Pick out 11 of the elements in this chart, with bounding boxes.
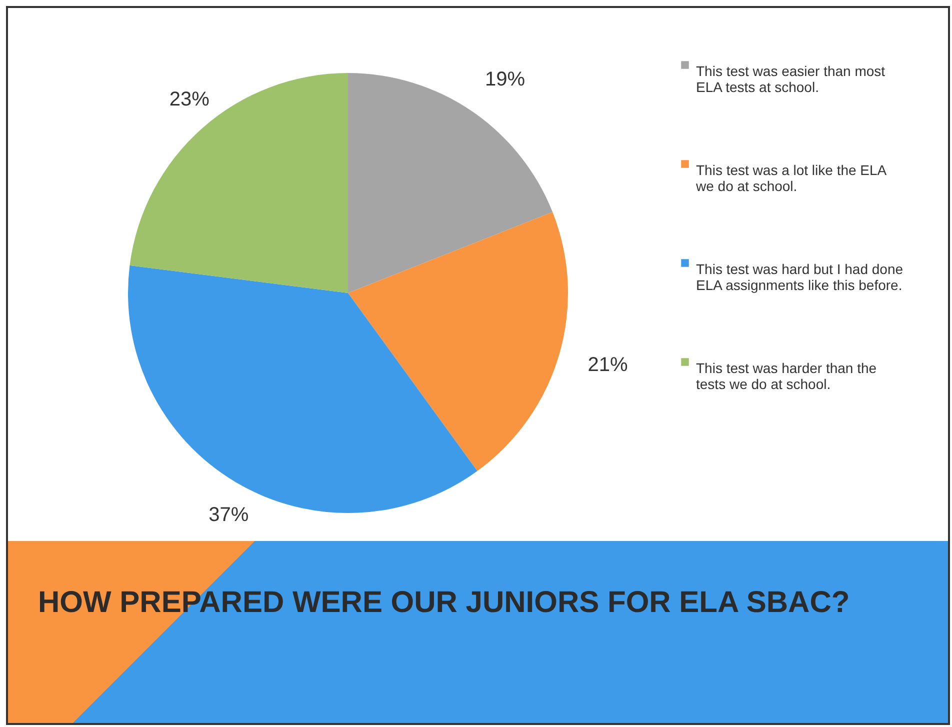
pie-slice [348,73,553,293]
pie-slice [130,73,348,293]
legend-label: This test was harder than the tests we do at school. [696,360,877,392]
legend-label: This test was hard but I had done ELA assignments like this before. [696,261,904,293]
data-label: 37% [208,504,249,526]
pie-slice [348,212,568,471]
legend-label: This test was a lot like the ELA we do at school. [695,162,888,194]
data-label: 23% [169,88,210,110]
data-label: 19% [485,68,526,91]
legend-label: This test was easier than most ELA tests at school. [696,63,886,95]
data-label: 21% [588,354,628,376]
